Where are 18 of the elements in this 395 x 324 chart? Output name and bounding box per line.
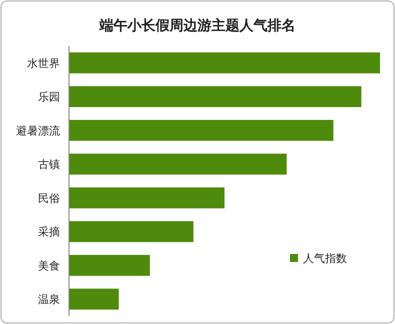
bar [69,254,150,276]
bar [69,86,362,108]
y-tick-label: 美食 [38,259,60,272]
y-tick-label: 古镇 [38,158,60,172]
chart-title: 端午小长假周边游主题人气排名 [98,17,296,34]
bar [69,154,287,175]
bar [69,120,334,141]
y-tick-label: 避暑漂流 [16,124,60,138]
y-tick-label: 民俗 [38,192,60,205]
bar [69,288,119,310]
bar [69,187,224,208]
y-tick-label: 采摘 [38,226,60,239]
y-tick-label: 水世界 [27,56,60,70]
legend-label: 人气指数 [303,252,347,265]
y-tick-label: 温泉 [38,293,60,306]
y-tick-label: 乐园 [38,90,60,104]
bar [69,221,194,242]
bar [69,52,380,74]
